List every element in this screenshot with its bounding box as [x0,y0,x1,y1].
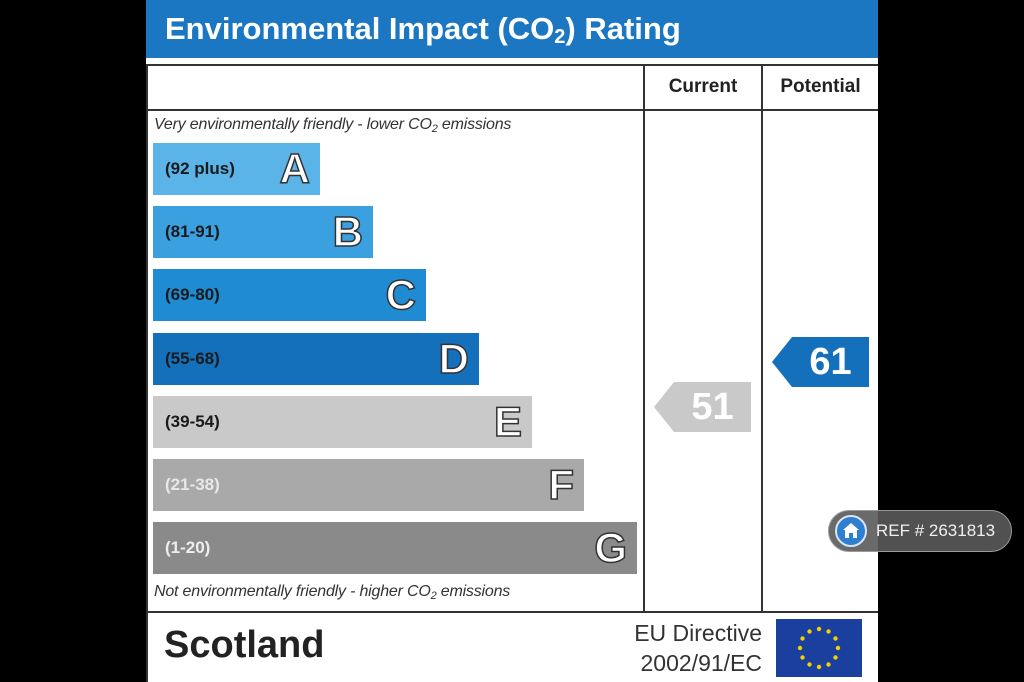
eu-star [816,664,822,670]
band-range: (39-54) [165,412,220,431]
grid-line [643,64,645,612]
band-d: (55-68) D [153,333,479,385]
co2-rating-chart: Environmental Impact (CO2) Rating Curren… [146,0,878,682]
reference-badge: REF # 2631813 [828,510,1012,552]
eu-star [797,645,803,651]
eu-star [800,636,805,641]
eu-star [833,636,838,641]
eu-star [807,662,812,667]
band-range: (69-80) [165,285,220,304]
top-caption: Very environmentally friendly - lower CO… [154,116,512,135]
eu-star [835,645,841,651]
band-range: (55-68) [165,349,220,368]
band-letter: B [332,207,364,256]
chart-title: Environmental Impact (CO2) Rating [146,0,878,58]
grid-line [146,109,878,111]
current-rating-pointer: 51 [654,382,751,432]
potential-arrow-shape [772,337,869,387]
band-range: (92 plus) [165,159,235,178]
potential-rating-value: 61 [809,341,852,383]
eu-stars [797,626,841,670]
bottom-caption: Not environmentally friendly - higher CO… [154,583,511,602]
current-rating-value: 51 [691,386,734,428]
eu-star [807,629,812,634]
directive-line-2: 2002/91/EC [640,650,762,676]
band-letter: D [438,334,470,383]
band-b: (81-91) B [153,206,373,258]
current-arrow-shape [654,382,751,432]
band-f: (21-38) F [153,459,584,511]
band-letter: G [594,523,628,572]
band-range: (21-38) [165,475,220,494]
band-a: (92 plus) A [153,143,320,195]
grid-line [146,611,878,613]
reference-text: REF # 2631813 [876,521,996,540]
eu-directive: EU Directive 2002/91/EC [634,618,762,678]
grid-line [761,64,763,612]
grid-line [146,64,148,682]
eu-star [833,655,838,660]
eu-flag-icon [776,619,862,677]
band-g: (1-20) G [153,522,637,574]
band-letter: C [385,270,417,319]
potential-rating-pointer: 61 [772,337,869,387]
eu-star [800,655,805,660]
band-c: (69-80) C [153,269,426,321]
grid-line [146,64,878,66]
band-letter: F [548,460,575,509]
eu-star [826,662,831,667]
band-letter: A [279,144,311,193]
region-name: Scotland [164,624,325,666]
band-e: (39-54) E [153,396,532,448]
home-icon [835,515,867,547]
current-column-header: Current [668,76,738,97]
eu-star [816,626,822,632]
band-letter: E [493,397,523,446]
potential-column-header: Potential [780,76,861,97]
directive-line-1: EU Directive [634,620,762,646]
band-range: (1-20) [165,538,211,557]
band-range: (81-91) [165,222,220,241]
eu-star [826,629,831,634]
